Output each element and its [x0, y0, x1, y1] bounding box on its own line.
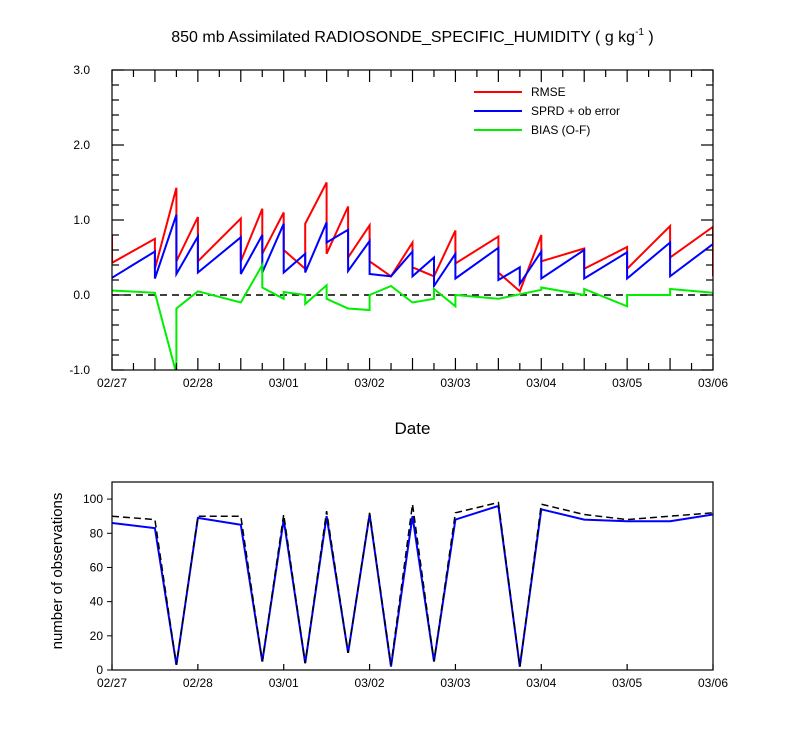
- x-tick-label: 02/27: [97, 376, 127, 390]
- y-tick-label: 40: [90, 595, 104, 609]
- x-tick-label: 03/02: [355, 676, 385, 690]
- bias-o-f-line: [112, 261, 713, 370]
- y-tick-label: -1.0: [69, 363, 90, 377]
- y-tick-label: 100: [83, 492, 103, 506]
- series-2-line: [112, 501, 713, 667]
- y-tick-label: 3.0: [73, 63, 90, 77]
- y-tick-label: 80: [90, 526, 104, 540]
- x-tick-label: 03/05: [612, 376, 642, 390]
- y-tick-label: 2.0: [73, 138, 90, 152]
- x-tick-label: 03/06: [698, 676, 728, 690]
- series-group: [112, 182, 713, 370]
- legend-label: BIAS (O-F): [531, 123, 590, 137]
- y-tick-label: 0.0: [73, 288, 90, 302]
- chart-title: 850 mb Assimilated RADIOSONDE_SPECIFIC_H…: [171, 27, 654, 46]
- x-tick-label: 03/03: [440, 676, 470, 690]
- observation-count-panel: 02/27 02/28 03/01 03/02 03/03 03/04 03/05 03/06…: [49, 481, 728, 690]
- rmse-spread-bias-panel: 850 mb Assimilated RADIOSONDE_SPECIFIC_H…: [69, 27, 728, 438]
- legend: RMSE SPRD + ob error BIAS (O-F): [474, 85, 620, 137]
- x-tick-label: 03/01: [269, 376, 299, 390]
- y-tick-label: 1.0: [73, 213, 90, 227]
- series-group: [112, 501, 713, 667]
- y-axis-ticks: [112, 69, 713, 371]
- x-axis-ticks: [111, 70, 714, 370]
- y-tick-label: 0: [96, 663, 103, 677]
- x-tick-label: 03/04: [526, 376, 556, 390]
- x-tick-label: 03/06: [698, 376, 728, 390]
- series-1-line: [112, 504, 713, 667]
- y-axis-label: number of observations: [49, 493, 66, 650]
- plot-frame: [111, 481, 714, 671]
- x-tick-label: 03/01: [269, 676, 299, 690]
- legend-label: RMSE: [531, 85, 566, 99]
- plot-frame: [111, 69, 714, 371]
- y-tick-label: 20: [90, 629, 104, 643]
- x-tick-label: 02/28: [183, 376, 213, 390]
- x-tick-label: 03/03: [440, 376, 470, 390]
- y-tick-label: 60: [90, 560, 104, 574]
- sprd-ob-error-line: [112, 214, 713, 290]
- x-tick-label: 02/27: [97, 676, 127, 690]
- x-tick-label: 03/02: [355, 376, 385, 390]
- x-tick-label: 02/28: [183, 676, 213, 690]
- legend-label: SPRD + ob error: [531, 104, 620, 118]
- x-tick-label: 03/04: [526, 676, 556, 690]
- x-tick-label: 03/05: [612, 676, 642, 690]
- x-axis-ticks: [111, 664, 714, 670]
- y-axis-ticks: [107, 498, 112, 671]
- x-axis-label: Date: [395, 419, 431, 438]
